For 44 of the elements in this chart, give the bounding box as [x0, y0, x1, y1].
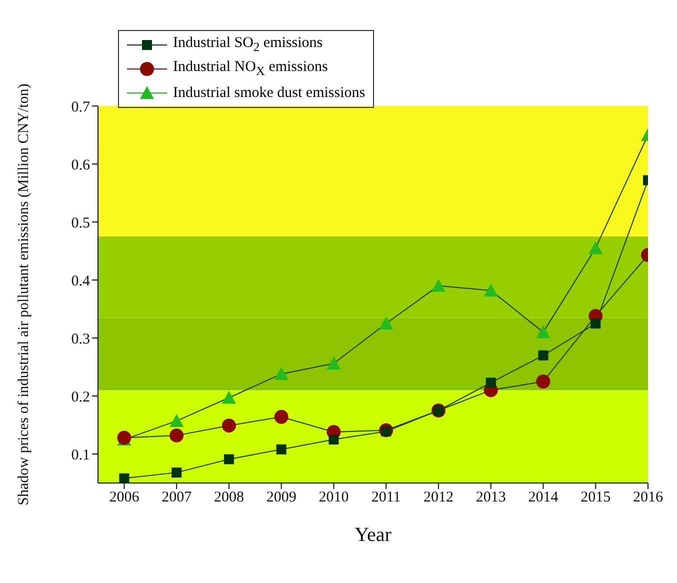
x-tick-label: 2015 [580, 490, 611, 506]
x-tick-label: 2011 [371, 490, 401, 506]
y-tick-label: 0.1 [71, 447, 90, 464]
legend-label: Industrial smoke dust emissions [173, 84, 366, 102]
x-axis-title: Year [354, 524, 392, 546]
y-tick-label: 0.5 [71, 215, 90, 232]
point [379, 316, 394, 330]
point [276, 444, 286, 454]
point [222, 390, 236, 404]
x-tick-label: 2006 [109, 490, 140, 506]
point [486, 378, 496, 388]
point [326, 356, 341, 370]
point [328, 434, 339, 444]
x-tick-label: 2010 [318, 490, 349, 506]
point [536, 325, 550, 338]
point [222, 418, 236, 433]
point [224, 454, 234, 464]
x-tick-label: 2013 [476, 490, 506, 506]
x-tick-label: 2009 [266, 490, 296, 506]
point [274, 410, 288, 424]
point [274, 366, 288, 380]
point [588, 241, 603, 254]
point [119, 473, 130, 483]
x-tick-label: 2012 [423, 490, 454, 506]
point [170, 428, 184, 442]
point [484, 283, 498, 296]
y-tick-label: 0.7 [71, 99, 90, 116]
point [170, 414, 184, 427]
y-tick-label: 0.2 [71, 389, 90, 406]
legend-label: Industrial SO$_{2}$ emissions [173, 35, 323, 55]
x-tick-label: 2016 [633, 490, 664, 506]
point [172, 468, 182, 478]
x-tick-label: 2014 [528, 490, 559, 506]
x-tick-label: 2007 [162, 490, 192, 506]
x-tick-label: 2008 [214, 490, 244, 506]
y-tick-label: 0.3 [71, 331, 90, 348]
y-axis-title: Shadow prices of industrial air pollutant emissions (Million CNY/ton) [16, 84, 32, 506]
y-tick-label: 0.4 [71, 273, 90, 290]
point [590, 318, 601, 328]
legend-label: Industrial NO$_{X}$ emissions [173, 59, 328, 79]
point [431, 278, 446, 292]
y-tick-label: 0.6 [71, 157, 90, 174]
point [538, 350, 548, 360]
point [536, 374, 550, 388]
